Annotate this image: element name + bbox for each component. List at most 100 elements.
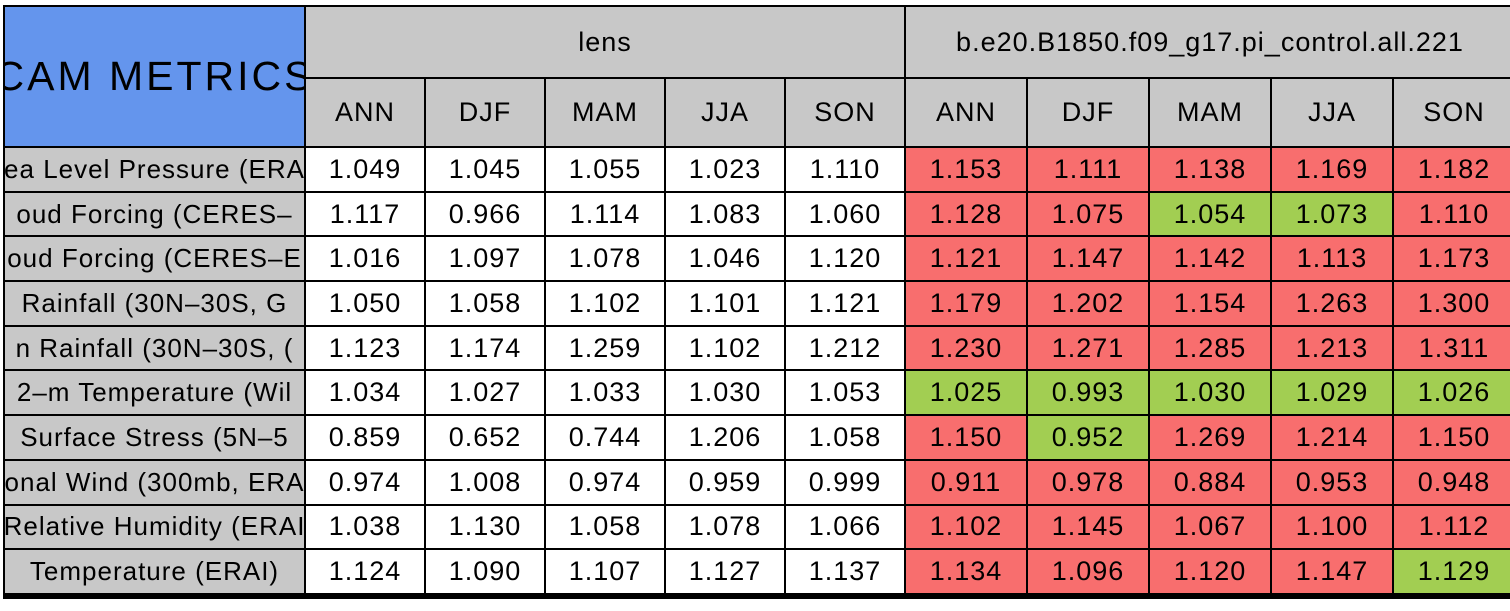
metric-value-lens: 1.123 [306, 326, 426, 372]
metric-value-lens: 1.058 [786, 416, 906, 461]
metric-value-control: 1.230 [906, 326, 1028, 372]
metric-value-control: 1.073 [1272, 192, 1394, 238]
season-header: DJF [1028, 79, 1150, 148]
metric-value-control: 0.993 [1028, 371, 1150, 417]
metric-value-control: 1.214 [1272, 416, 1394, 461]
season-header: JJA [666, 79, 786, 148]
metric-value-control: 1.153 [906, 148, 1028, 193]
metric-value-control: 1.285 [1150, 326, 1272, 372]
metric-value-lens: 1.027 [426, 371, 546, 417]
metric-value-control: 0.911 [906, 460, 1028, 506]
metric-value-lens: 1.066 [786, 505, 906, 551]
metric-value-control: 1.150 [1394, 416, 1510, 461]
metric-label: Rainfall (30N–30S, G [5, 282, 306, 327]
metric-value-control: 1.142 [1150, 237, 1272, 283]
metric-value-control: 1.138 [1150, 148, 1272, 193]
metric-value-lens: 1.045 [426, 148, 546, 193]
metric-value-control: 1.263 [1272, 282, 1394, 327]
metric-value-control: 1.202 [1028, 282, 1150, 327]
metric-value-lens: 0.744 [546, 416, 666, 461]
metric-value-lens: 1.046 [666, 237, 786, 283]
metric-value-control: 1.112 [1394, 505, 1510, 551]
metric-value-control: 1.120 [1150, 550, 1272, 595]
metric-value-control: 1.213 [1272, 326, 1394, 372]
metric-value-control: 1.128 [906, 192, 1028, 238]
metric-value-control: 1.102 [906, 505, 1028, 551]
metric-value-control: 1.054 [1150, 192, 1272, 238]
metric-label: oud Forcing (CERES– [5, 192, 306, 238]
metric-value-control: 1.269 [1150, 416, 1272, 461]
metric-value-control: 1.096 [1028, 550, 1150, 595]
metric-value-lens: 1.101 [666, 282, 786, 327]
metric-value-lens: 1.058 [426, 282, 546, 327]
season-header: MAM [546, 79, 666, 148]
metric-value-control: 1.169 [1272, 148, 1394, 193]
metric-value-lens: 1.120 [786, 237, 906, 283]
metric-value-control: 0.978 [1028, 460, 1150, 506]
metric-value-control: 1.311 [1394, 326, 1510, 372]
metric-value-control: 1.150 [906, 416, 1028, 461]
metric-value-lens: 1.050 [306, 282, 426, 327]
metric-value-control: 1.067 [1150, 505, 1272, 551]
metric-value-control: 1.147 [1028, 237, 1150, 283]
metric-value-control: 0.953 [1272, 460, 1394, 506]
metric-value-lens: 1.078 [666, 505, 786, 551]
column-group-pi-control: b.e20.B1850.f09_g17.pi_control.all.221 [906, 7, 1510, 79]
metric-value-lens: 1.212 [786, 326, 906, 372]
metric-value-lens: 1.114 [546, 192, 666, 238]
metric-value-lens: 1.174 [426, 326, 546, 372]
metric-value-lens: 1.102 [546, 282, 666, 327]
metric-value-control: 1.113 [1272, 237, 1394, 283]
metric-value-lens: 1.121 [786, 282, 906, 327]
metric-value-lens: 1.090 [426, 550, 546, 595]
metric-value-lens: 0.999 [786, 460, 906, 506]
metric-label: oud Forcing (CERES–E [5, 237, 306, 283]
metric-value-lens: 1.016 [306, 237, 426, 283]
metric-value-lens: 1.060 [786, 192, 906, 238]
metric-value-lens: 1.008 [426, 460, 546, 506]
metric-value-lens: 1.034 [306, 371, 426, 417]
metric-value-lens: 1.033 [546, 371, 666, 417]
metric-value-control: 1.300 [1394, 282, 1510, 327]
season-header: ANN [306, 79, 426, 148]
metric-value-lens: 0.859 [306, 416, 426, 461]
metric-value-lens: 1.055 [546, 148, 666, 193]
metric-value-lens: 1.083 [666, 192, 786, 238]
metric-label: n Rainfall (30N–30S, ( [5, 326, 306, 372]
table-title: CAM METRICS [5, 53, 306, 99]
metric-value-lens: 0.966 [426, 192, 546, 238]
table-title-cell: CAM METRICS [5, 7, 306, 148]
metric-label: 2–m Temperature (Wil [5, 371, 306, 417]
metric-label: onal Wind (300mb, ERA [5, 460, 306, 506]
metric-value-control: 1.147 [1272, 550, 1394, 595]
metric-value-lens: 0.974 [546, 460, 666, 506]
metric-value-lens: 1.053 [786, 371, 906, 417]
column-group-lens: lens [306, 7, 906, 79]
metric-value-lens: 0.974 [306, 460, 426, 506]
metric-value-control: 0.884 [1150, 460, 1272, 506]
metric-value-control: 1.121 [906, 237, 1028, 283]
metric-value-lens: 1.023 [666, 148, 786, 193]
metric-value-control: 1.100 [1272, 505, 1394, 551]
season-header: SON [786, 79, 906, 148]
metric-value-control: 1.025 [906, 371, 1028, 417]
metric-value-lens: 1.130 [426, 505, 546, 551]
metric-value-control: 1.145 [1028, 505, 1150, 551]
metric-value-control: 1.173 [1394, 237, 1510, 283]
metric-value-lens: 1.058 [546, 505, 666, 551]
metric-value-lens: 1.078 [546, 237, 666, 283]
season-header: JJA [1272, 79, 1394, 148]
metric-value-lens: 1.124 [306, 550, 426, 595]
metric-value-lens: 1.038 [306, 505, 426, 551]
metric-value-lens: 1.110 [786, 148, 906, 193]
metric-value-control: 0.948 [1394, 460, 1510, 506]
season-header: DJF [426, 79, 546, 148]
metric-value-control: 1.129 [1394, 550, 1510, 595]
season-header: SON [1394, 79, 1510, 148]
metric-value-lens: 0.959 [666, 460, 786, 506]
metric-label: ea Level Pressure (ERA [5, 148, 306, 193]
metric-value-lens: 1.097 [426, 237, 546, 283]
metric-label: Surface Stress (5N–5 [5, 416, 306, 461]
metric-value-control: 0.952 [1028, 416, 1150, 461]
metric-value-control: 1.110 [1394, 192, 1510, 238]
